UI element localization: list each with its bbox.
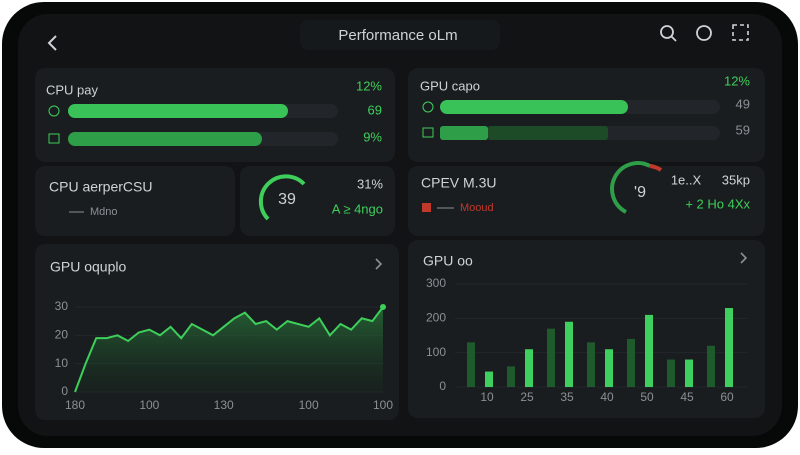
legend-label: Mooud <box>460 202 494 214</box>
bar <box>627 338 635 387</box>
y-tick-label: 100 <box>426 345 446 359</box>
x-tick-label: 100 <box>299 398 319 412</box>
progress-fill <box>440 126 488 140</box>
more-button[interactable] <box>375 258 383 270</box>
progress-fill <box>68 104 288 118</box>
progress-fill <box>68 132 262 146</box>
card-title: CPU aerperCSU <box>49 179 152 195</box>
x-tick-label: 180 <box>65 398 85 412</box>
header-plate <box>300 20 500 50</box>
row-icon <box>422 101 434 113</box>
expand-icon[interactable] <box>732 24 749 41</box>
x-tick-label: 130 <box>214 398 234 412</box>
chart-title: GPU oquplo <box>50 259 126 275</box>
bar <box>507 366 515 387</box>
line <box>74 306 384 393</box>
end-point <box>380 303 386 310</box>
progress-fill <box>488 126 608 140</box>
bar <box>467 342 475 387</box>
card-title: GPU capo <box>420 78 480 93</box>
legend-label: Mdno <box>90 206 118 218</box>
back-button[interactable] <box>47 35 57 51</box>
gauge-card <box>240 166 395 236</box>
bar <box>725 308 733 387</box>
bar <box>525 349 533 387</box>
bar <box>685 359 693 387</box>
card-note: A ≥ 4ngo <box>332 201 383 216</box>
gauge-arc <box>649 164 663 172</box>
card-title: CPU pay <box>46 82 99 97</box>
y-tick-label: 200 <box>426 311 446 325</box>
area <box>75 306 383 392</box>
card-value: 1e..X <box>671 172 702 187</box>
card-value: 31% <box>357 176 383 191</box>
row-icon <box>422 127 434 138</box>
bar <box>667 359 675 387</box>
legend-swatch <box>422 203 431 212</box>
row-value: 49 <box>736 96 750 111</box>
cpev-card <box>408 166 765 236</box>
chart-title: GPU oo <box>423 253 473 269</box>
x-tick-label: 60 <box>720 390 734 404</box>
bar <box>587 342 595 387</box>
row-icon <box>48 105 60 117</box>
x-tick-label: 25 <box>520 390 534 404</box>
card-value: 35kp <box>722 172 750 187</box>
row-icon <box>48 133 60 144</box>
x-tick-label: 100 <box>373 398 393 412</box>
header-title: Performance oLm <box>338 27 457 44</box>
card-note: + 2 Ho 4Xx <box>685 196 750 211</box>
x-tick-label: 100 <box>139 398 159 412</box>
y-tick-label: 300 <box>426 276 446 290</box>
progress-fill <box>440 100 628 114</box>
row-value: 9% <box>363 129 382 144</box>
x-tick-label: 50 <box>640 390 654 404</box>
gauge-value: '9 <box>634 184 646 201</box>
bar <box>645 314 653 387</box>
card-title: CPEV M.3U <box>421 175 496 191</box>
bar <box>565 321 573 387</box>
x-tick-label: 35 <box>560 390 574 404</box>
bar <box>707 345 715 387</box>
search-icon[interactable] <box>660 25 674 39</box>
cpu-detail-card <box>35 166 235 236</box>
x-tick-label: 10 <box>480 390 494 404</box>
y-tick-label: 0 <box>439 379 446 393</box>
y-tick-label: 20 <box>55 327 69 341</box>
y-tick-label: 0 <box>61 384 68 398</box>
bar <box>605 349 613 387</box>
card-value: 12% <box>724 73 750 88</box>
row-value: 59 <box>736 122 750 137</box>
settings-icon[interactable] <box>696 25 712 41</box>
x-tick-label: 45 <box>680 390 694 404</box>
y-tick-label: 10 <box>55 356 69 370</box>
gauge-value: 39 <box>278 191 296 208</box>
search-handle <box>670 35 677 42</box>
bar <box>547 328 555 387</box>
gauge-arc <box>258 174 306 221</box>
card-value: 12% <box>356 78 382 93</box>
y-tick-label: 30 <box>55 299 69 313</box>
bar <box>485 371 493 387</box>
row-value: 69 <box>368 102 382 117</box>
x-tick-label: 40 <box>600 390 614 404</box>
more-button[interactable] <box>740 252 748 264</box>
gauge-arc <box>610 161 651 214</box>
